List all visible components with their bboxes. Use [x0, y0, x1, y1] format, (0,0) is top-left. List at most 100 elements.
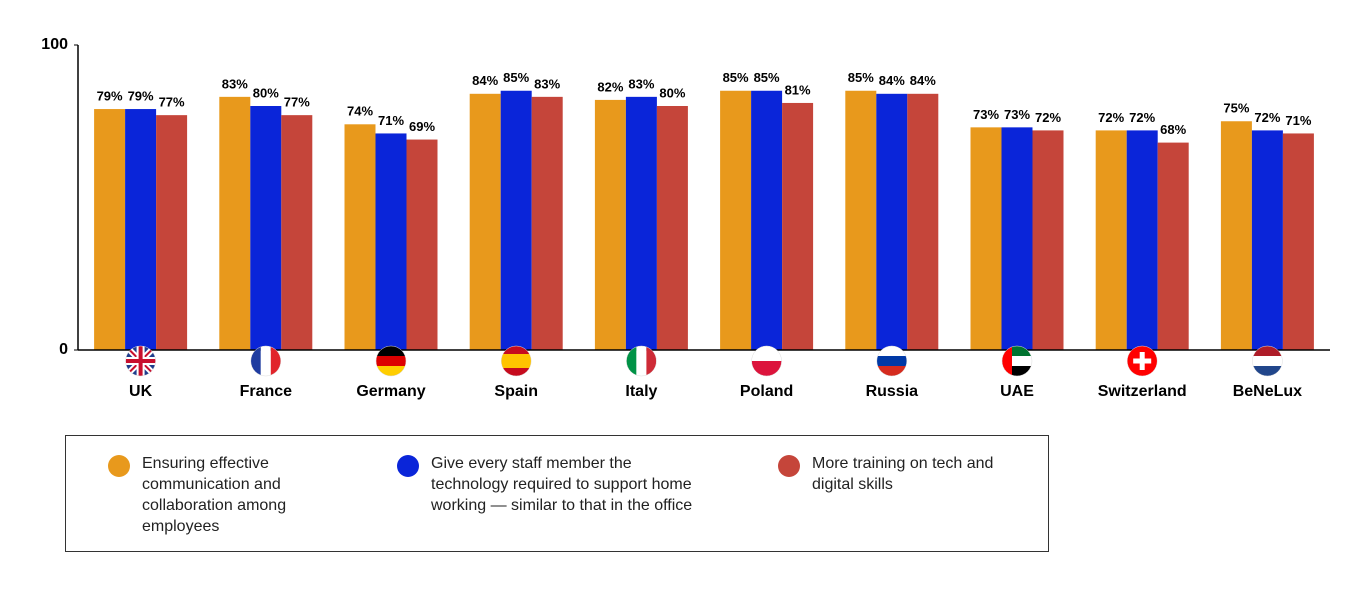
flag: [270, 346, 281, 376]
y-tick-label: 0: [59, 341, 68, 358]
x-tick-label: Switzerland: [1098, 383, 1187, 400]
data-label: 85%: [503, 70, 529, 85]
bar: [375, 133, 407, 350]
legend: Ensuring effective communication and col…: [65, 435, 1049, 552]
data-label: 71%: [378, 113, 404, 128]
bar: [782, 102, 814, 350]
data-label: 83%: [534, 76, 560, 91]
data-label: 75%: [1223, 101, 1249, 116]
data-label: 72%: [1129, 110, 1155, 125]
flag: [376, 346, 406, 356]
flag-outline: [1252, 345, 1283, 377]
bar: [1282, 133, 1314, 350]
flag-outline: [876, 345, 908, 377]
data-label: 85%: [754, 70, 780, 85]
flag-icon: [500, 345, 532, 377]
flag-icon: [1252, 345, 1283, 377]
data-label: 68%: [1160, 122, 1186, 137]
data-label: 84%: [472, 73, 498, 88]
flag-icon: [125, 346, 156, 376]
flag-icon: [626, 345, 657, 377]
chart: 0 100 79% 79% 77% UK 83% 80% 77% France 74% 71% 69% G…: [41, 36, 1330, 400]
bar: [344, 124, 376, 350]
flag: [636, 346, 647, 376]
bar: [500, 90, 532, 350]
flag-outline: [375, 345, 407, 377]
legend-label: Give every staff member the technology r…: [431, 455, 693, 514]
bar: [1001, 127, 1033, 350]
flag: [1252, 366, 1283, 376]
flag: [1002, 346, 1012, 376]
legend-item: More training on tech and digital skills: [778, 453, 1032, 495]
flag: [751, 346, 782, 361]
flag-outline: [1126, 345, 1158, 377]
data-label: 83%: [222, 76, 248, 91]
x-tick-label: Spain: [494, 383, 538, 400]
flag-outline: [751, 345, 782, 377]
flag-icon: [751, 345, 782, 377]
flag: [376, 356, 406, 366]
flag-icon: [1001, 345, 1033, 377]
data-label: 72%: [1035, 110, 1061, 125]
flag-outline: [125, 345, 156, 377]
flag: [876, 366, 907, 376]
data-label: 77%: [159, 95, 185, 110]
flag: [1133, 352, 1152, 370]
bar: [281, 115, 313, 351]
bar: [156, 115, 188, 351]
bar: [1032, 130, 1064, 350]
bar: [720, 90, 752, 350]
data-label: 73%: [973, 107, 999, 122]
flag: [125, 346, 156, 376]
bar: [1126, 130, 1158, 350]
bar: [876, 93, 908, 351]
y-tick-label: 100: [41, 36, 68, 53]
data-label: 83%: [628, 76, 654, 91]
data-label: 72%: [1098, 110, 1124, 125]
legend-swatch: [108, 455, 130, 477]
bar: [250, 106, 282, 350]
bar: [1251, 130, 1283, 350]
flag-icon: [1126, 345, 1158, 377]
x-tick-label: Poland: [740, 383, 793, 400]
flag-icon: [1252, 346, 1283, 376]
flag-icon: [1127, 346, 1158, 376]
flag-icon: [1002, 346, 1032, 376]
data-label: 84%: [879, 73, 905, 88]
bar: [406, 139, 438, 350]
flag: [501, 368, 532, 376]
flag-icon: [876, 346, 907, 376]
legend-swatch: [397, 455, 419, 477]
data-label: 80%: [253, 85, 279, 100]
bar: [907, 93, 939, 351]
bar: [594, 99, 626, 351]
flag: [250, 346, 261, 376]
data-label: 69%: [409, 119, 435, 134]
flag: [376, 366, 406, 376]
x-tick-label: BeNeLux: [1233, 383, 1302, 400]
flag: [876, 346, 907, 356]
data-label: 85%: [723, 70, 749, 85]
bar: [1157, 142, 1189, 350]
data-label: 71%: [1285, 113, 1311, 128]
flag-icon: [250, 346, 281, 376]
flag: [626, 346, 637, 376]
bar: [656, 106, 688, 350]
x-tick-label: France: [240, 383, 293, 400]
bar: [125, 109, 157, 350]
data-label: 84%: [910, 73, 936, 88]
legend-label: More training on tech and digital skills: [812, 455, 994, 493]
flag: [1252, 356, 1283, 366]
flag-icon: [250, 345, 282, 377]
flag: [751, 361, 782, 376]
legend-label: Ensuring effective communication and col…: [142, 455, 287, 535]
bar: [1220, 121, 1252, 350]
x-tick-label: UK: [129, 383, 153, 400]
flag: [1002, 366, 1032, 376]
bar: [94, 109, 126, 350]
x-tick-label: Russia: [866, 383, 919, 400]
bar: [219, 96, 251, 350]
flag-outline: [626, 345, 657, 377]
bar: [469, 93, 501, 351]
